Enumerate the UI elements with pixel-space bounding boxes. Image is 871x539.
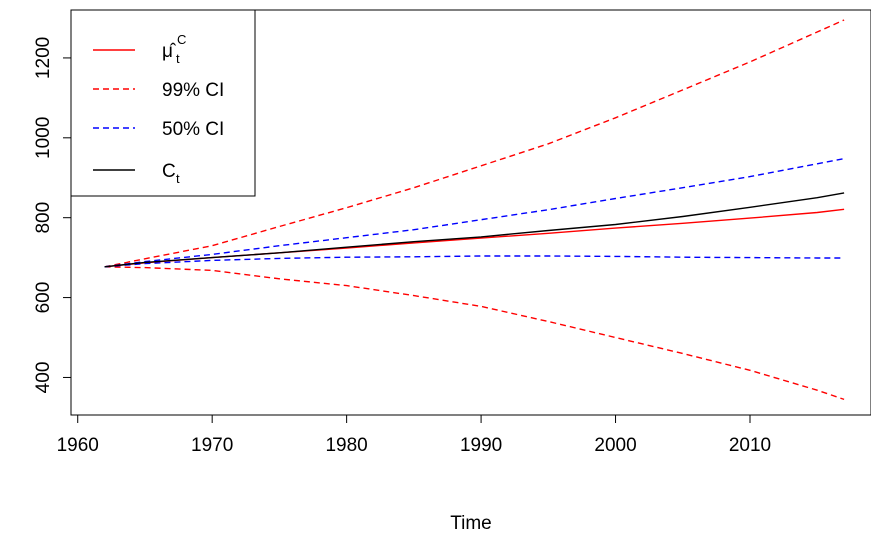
y-tick-label: 800	[33, 202, 54, 234]
legend-label: 99% CI	[162, 80, 224, 101]
series-line	[104, 266, 845, 401]
y-tick-label: 400	[33, 362, 54, 394]
series-line	[104, 19, 845, 268]
plot-frame	[70, 9, 871, 416]
x-tick-label: 2000	[594, 435, 636, 456]
legend-subscript: t	[176, 51, 180, 66]
series-line	[104, 192, 845, 268]
legend-label: 50% CI	[162, 119, 224, 140]
axes: 1960 1970 1980 1990 2000 2010 400 600 800 1000 120…	[33, 37, 771, 456]
y-tick-label: 1000	[33, 117, 54, 159]
x-tick-label: 2010	[729, 435, 771, 456]
legend-label: C	[162, 161, 176, 182]
y-tick-label: 1200	[33, 37, 54, 79]
x-tick-label: 1970	[191, 435, 233, 456]
legend-box	[70, 9, 256, 197]
y-tick-label: 600	[33, 282, 54, 314]
x-tick-label: 1990	[460, 435, 502, 456]
legend-superscript: C	[177, 32, 186, 47]
x-axis-title: Time	[450, 513, 492, 534]
legend-subscript: t	[176, 171, 180, 186]
x-tick-label: 1960	[57, 435, 99, 456]
series-line	[104, 157, 845, 268]
series-line	[104, 255, 845, 268]
series-layer	[104, 19, 845, 401]
x-tick-label: 1980	[325, 435, 367, 456]
